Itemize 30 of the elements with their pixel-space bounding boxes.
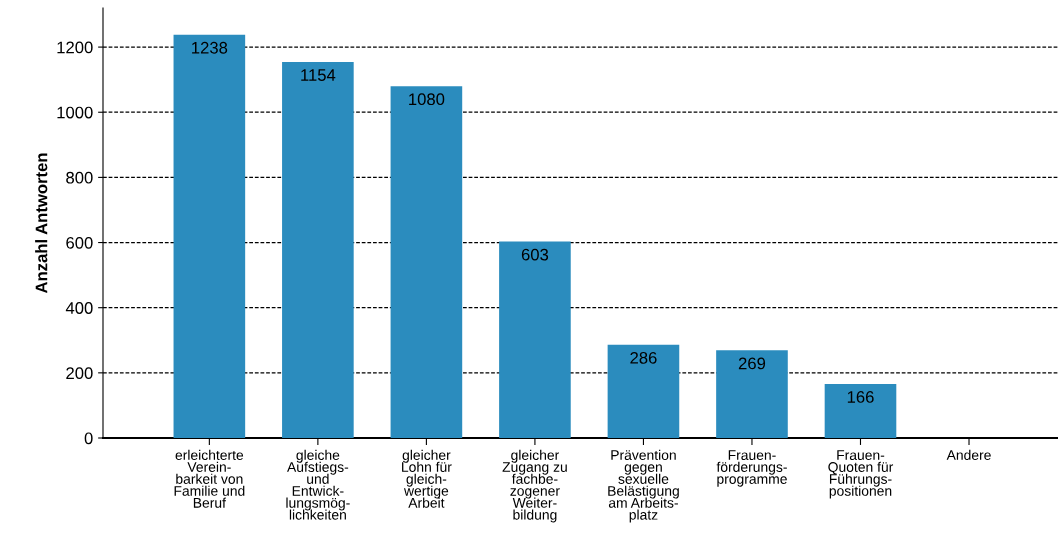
y-tick-label: 1200 [57,41,93,54]
x-tick-label: gleicher Lohn für gleich- wertige Arbeit [402,449,452,508]
bar [824,383,897,438]
data-label: 269 [738,357,766,370]
y-tick-label: 400 [65,302,93,314]
bar [607,344,680,438]
data-label: 1154 [301,69,336,81]
bar [499,241,571,438]
x-tick-label: Andere [946,449,991,461]
x-tick-label: Frauen- Quoten für Führungs- positionen [828,450,894,499]
x-tick-label: Frauen- förderungs- programme [716,450,787,487]
y-tick-label: 800 [66,171,93,184]
data-label: 1238 [192,41,228,54]
y-tick-label: 600 [66,236,93,249]
bar [173,34,246,438]
y-tick-label: 200 [66,367,93,380]
data-label: 166 [847,391,874,403]
bar [390,86,463,438]
y-axis-title: Anzahl Antworten [35,153,48,294]
data-label: 603 [521,248,549,261]
x-tick-label: gleiche Aufstiegs- und Entwick- lungsmög- lichkeiten [286,449,350,520]
x-tick-label: erleichterte Verein- barkeit von Familie und Beruf [174,449,245,508]
data-label: 1080 [409,93,445,106]
y-tick-label: 0 [84,432,93,445]
y-tick-label: 1000 [57,106,93,119]
x-tick-label: Prävention gegen sexuelle Belästigung am Arbeits- platz [608,449,679,523]
data-label: 286 [630,351,657,364]
bar [716,350,788,438]
bar [282,62,354,438]
x-tick-label: gleicher Zugang zu fachbe- zogener Weiter- bildung [502,449,567,523]
